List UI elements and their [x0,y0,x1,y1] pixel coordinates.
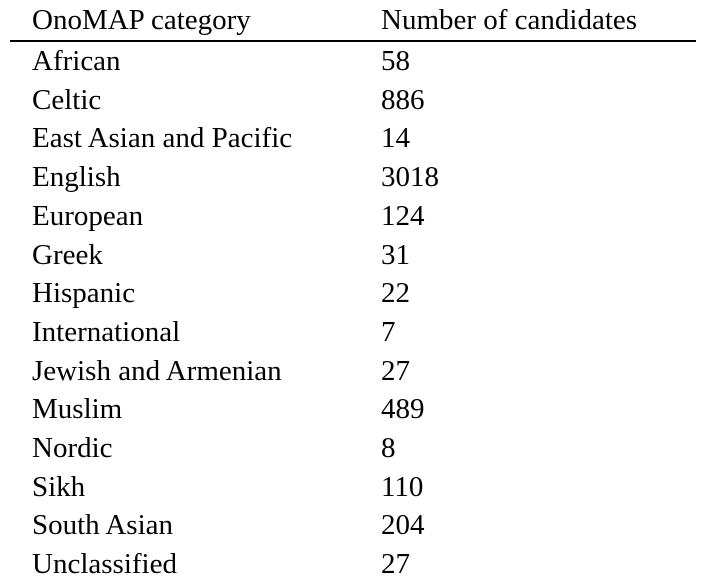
candidates-table: OnoMAP category Number of candidates Afr… [10,0,696,584]
category-cell: Celtic [32,83,102,116]
category-cell: Greek [32,238,103,271]
table-row: European 124 [10,197,696,236]
table-row: International 7 [10,313,696,352]
category-cell: Sikh [32,470,86,503]
category-cell: East Asian and Pacific [32,122,293,155]
category-cell: African [32,45,121,77]
candidates-table-container: OnoMAP category Number of candidates Afr… [10,0,696,584]
category-cell: Hispanic [32,277,136,310]
table-row: Celtic 886 [10,81,696,120]
category-cell: English [32,161,121,194]
count-cell: 31 [381,238,410,271]
count-cell: 27 [381,354,410,387]
table-row: English 3018 [10,158,696,197]
count-cell: 204 [381,509,425,542]
table-row: East Asian and Pacific 14 [10,119,696,158]
table-row: Jewish and Armenian 27 [10,352,696,391]
count-cell: 58 [381,45,410,77]
table-row: Hispanic 22 [10,274,696,313]
count-cell: 886 [381,83,425,116]
header-count: Number of candidates [381,4,638,36]
count-cell: 3018 [381,161,439,194]
category-cell: Nordic [32,432,113,465]
count-cell: 489 [381,393,425,426]
table-row: Sikh 110 [10,468,696,507]
count-cell: 7 [381,315,396,348]
table-row: Unclassified 27 [10,545,696,584]
count-cell: 110 [381,470,424,503]
count-cell: 14 [381,122,410,155]
category-cell: Jewish and Armenian [32,354,282,387]
table-body: African 58 Celtic 886 East Asian and Pac… [10,41,696,584]
table-row: Greek 31 [10,236,696,275]
table-row: South Asian 204 [10,506,696,545]
count-cell: 22 [381,277,410,310]
table-row: African 58 [10,41,696,81]
category-cell: South Asian [32,509,173,542]
count-cell: 8 [381,432,396,465]
count-cell: 124 [381,199,425,232]
table-row: Muslim 489 [10,390,696,429]
count-cell: 27 [381,548,410,581]
category-cell: Muslim [32,393,123,426]
header-category: OnoMAP category [32,4,251,36]
table-header: OnoMAP category Number of candidates [10,0,696,41]
header-row: OnoMAP category Number of candidates [10,0,696,41]
category-cell: Unclassified [32,548,177,581]
category-cell: European [32,199,144,232]
table-row: Nordic 8 [10,429,696,468]
category-cell: International [32,315,181,348]
